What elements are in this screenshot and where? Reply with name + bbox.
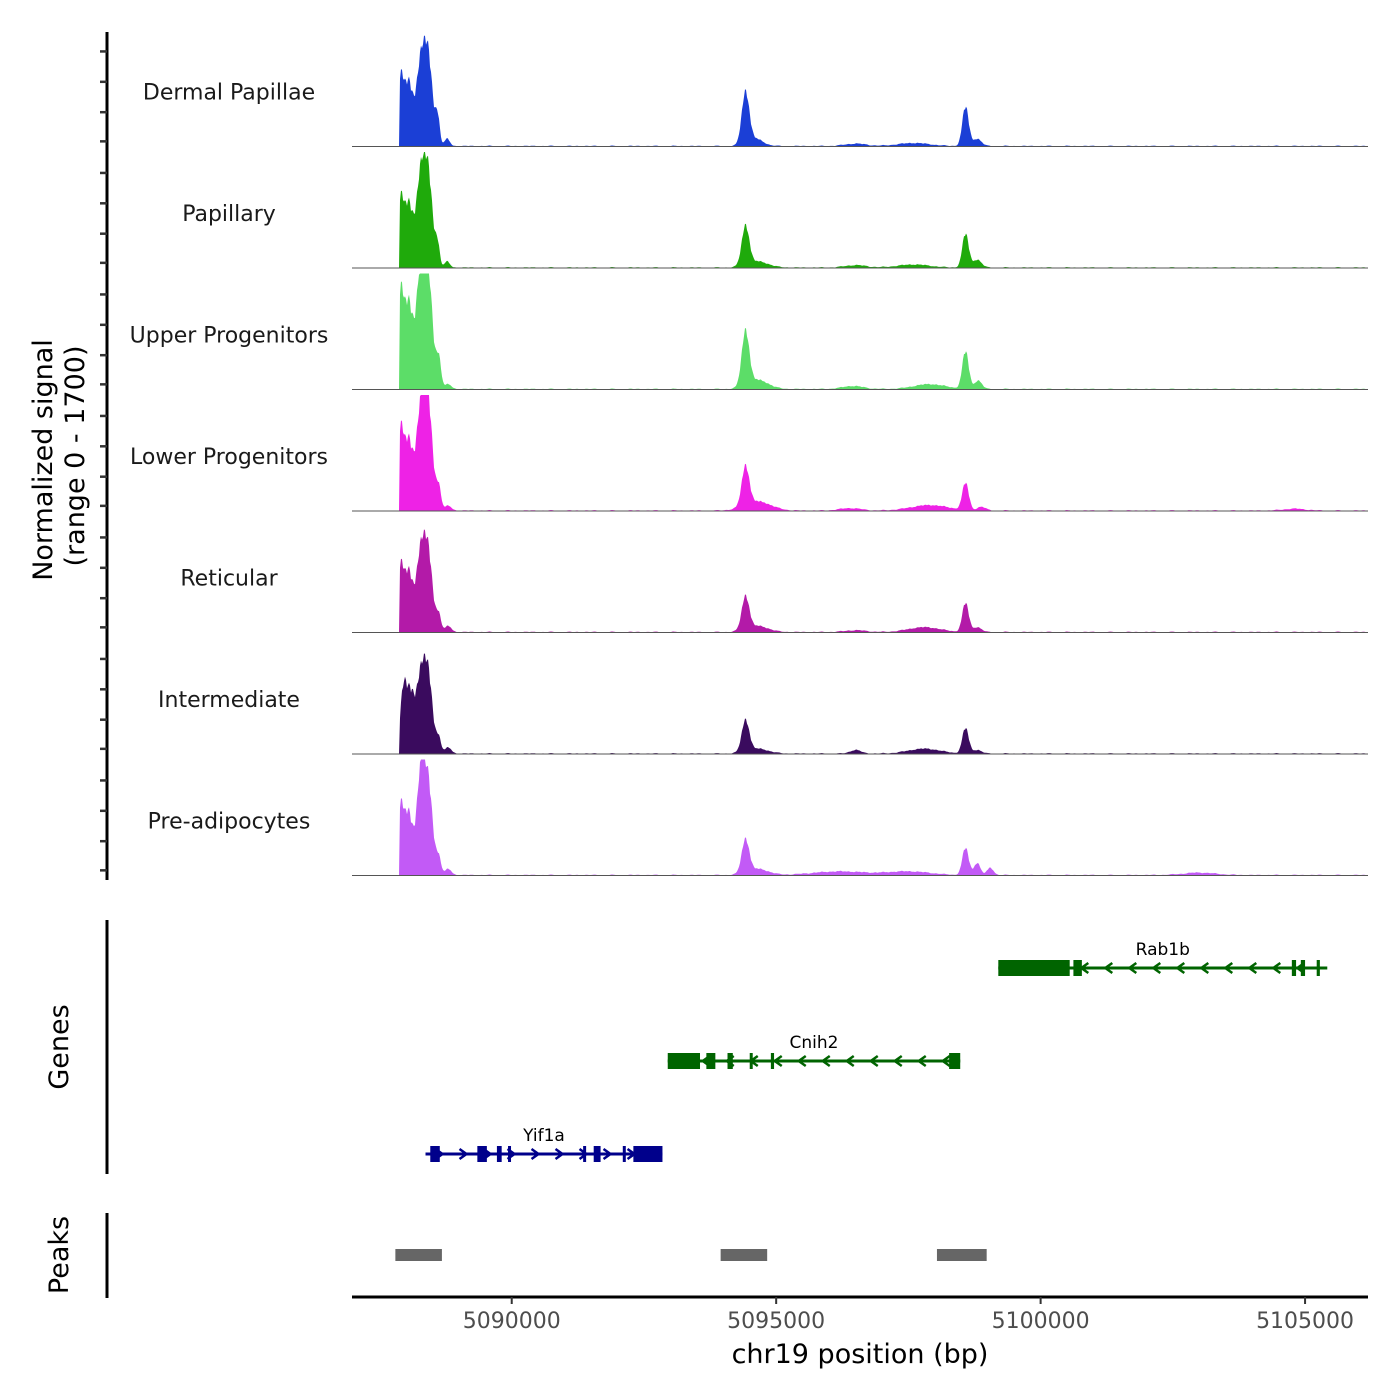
strand-arrow xyxy=(1175,961,1186,975)
exon xyxy=(998,960,1070,976)
exon xyxy=(949,1053,961,1069)
gene-cnih2: Cnih2 xyxy=(667,1033,961,1069)
track-label: Intermediate xyxy=(158,688,300,713)
gene-models: Rab1b Cnih2 Yif1a xyxy=(425,940,1328,1162)
y-axis-title-line1: Normalized signal xyxy=(28,339,59,581)
gene-rab1b: Rab1b xyxy=(998,940,1328,976)
exon xyxy=(1316,960,1320,976)
strand-arrow xyxy=(820,1054,831,1068)
track-label: Pre-adipocytes xyxy=(148,810,311,835)
exon xyxy=(593,1146,601,1162)
x-axis: 5090000 5095000 5100000 5105000 chr19 posit… xyxy=(352,1295,1368,1370)
track-dermal-papillae: Dermal Papillae xyxy=(143,35,1368,147)
strand-arrow xyxy=(1199,961,1210,975)
peak-region xyxy=(720,1249,768,1261)
track-lower-progenitors: Lower Progenitors xyxy=(130,395,1368,512)
x-tick-label: 5095000 xyxy=(727,1309,825,1334)
genes-panel-label: Genes xyxy=(44,1004,75,1089)
genes-panel: Genes Rab1b Cnih2 Yif1a xyxy=(44,920,1328,1174)
exon xyxy=(727,1053,733,1069)
signal-area xyxy=(352,273,1368,390)
gene-label: Yif1a xyxy=(522,1126,565,1146)
exon xyxy=(749,1053,753,1069)
exon xyxy=(1300,960,1306,976)
coverage-panel: Normalized signal (range 0 - 1700) Derma… xyxy=(28,32,1368,880)
strand-arrow xyxy=(458,1147,469,1161)
exon xyxy=(508,1146,512,1162)
peaks-panel-label: Peaks xyxy=(44,1216,75,1294)
y-axis-ticks xyxy=(100,50,107,872)
track-label: Papillary xyxy=(182,202,276,227)
x-axis-ticks: 5090000 5095000 5100000 5105000 xyxy=(463,1297,1354,1334)
exon xyxy=(1073,960,1082,976)
track-papillary: Papillary xyxy=(182,152,1368,269)
strand-arrow xyxy=(530,1147,541,1161)
track-label: Dermal Papillae xyxy=(143,81,315,106)
strand-arrow xyxy=(1271,961,1282,975)
peak-region xyxy=(936,1249,987,1261)
track-label: Lower Progenitors xyxy=(130,445,328,470)
signal-area xyxy=(352,653,1368,754)
strand-arrow xyxy=(916,1054,927,1068)
track-label: Upper Progenitors xyxy=(130,324,329,349)
tracks: Dermal Papillae Papillary Upper Progenitor… xyxy=(130,35,1368,876)
signal-area xyxy=(352,759,1368,876)
y-axis-title-line2: (range 0 - 1700) xyxy=(60,346,91,567)
exon xyxy=(770,1053,775,1069)
exon xyxy=(633,1146,663,1162)
signal-area xyxy=(352,152,1368,268)
exon xyxy=(622,1146,626,1162)
strand-arrow xyxy=(1223,961,1234,975)
strand-arrow xyxy=(796,1054,807,1068)
strand-arrow xyxy=(772,1054,783,1068)
strand-arrow xyxy=(1151,961,1162,975)
exon xyxy=(706,1053,716,1069)
exon xyxy=(430,1146,440,1162)
x-axis-title: chr19 position (bp) xyxy=(732,1339,989,1370)
strand-arrow xyxy=(602,1147,613,1161)
track-label: Reticular xyxy=(180,567,278,592)
exon xyxy=(477,1146,487,1162)
gene-label: Rab1b xyxy=(1136,940,1190,960)
signal-area xyxy=(352,529,1368,633)
x-tick-label: 5090000 xyxy=(463,1309,561,1334)
peak-region xyxy=(395,1249,442,1261)
strand-arrow xyxy=(844,1054,855,1068)
strand-arrow xyxy=(1127,961,1138,975)
gene-yif1a: Yif1a xyxy=(425,1126,663,1162)
strand-arrow xyxy=(940,1054,951,1068)
x-tick-label: 5105000 xyxy=(1256,1309,1354,1334)
strand-arrow xyxy=(578,1147,589,1161)
strand-arrow xyxy=(554,1147,565,1161)
gene-label: Cnih2 xyxy=(790,1033,839,1053)
track-reticular: Reticular xyxy=(180,529,1368,633)
x-tick-label: 5100000 xyxy=(992,1309,1090,1334)
exon xyxy=(667,1053,701,1069)
signal-area xyxy=(352,35,1368,147)
exon xyxy=(496,1146,502,1162)
peaks-panel: Peaks xyxy=(44,1213,987,1298)
strand-arrow xyxy=(1103,961,1114,975)
strand-arrow xyxy=(892,1054,903,1068)
track-upper-progenitors: Upper Progenitors xyxy=(130,273,1368,390)
strand-arrow xyxy=(1247,961,1258,975)
strand-arrow xyxy=(868,1054,879,1068)
exon xyxy=(583,1146,587,1162)
exon xyxy=(1291,960,1297,976)
peak-regions xyxy=(395,1249,987,1261)
track-intermediate: Intermediate xyxy=(158,653,1368,755)
signal-area xyxy=(352,395,1368,511)
track-pre-adipocytes: Pre-adipocytes xyxy=(148,759,1368,876)
